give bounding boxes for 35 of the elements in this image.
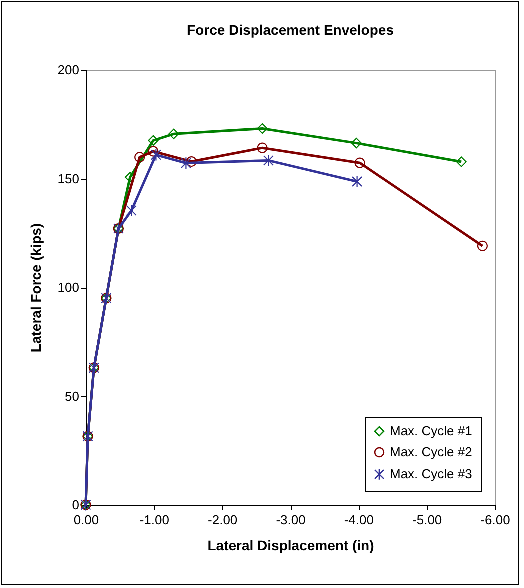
y-tick-label: 0 [72, 498, 80, 512]
point [354, 158, 366, 168]
y-tick-label: 150 [58, 171, 80, 186]
x-tick-label: -4.00 [344, 512, 374, 528]
x-tick-label: -5.00 [412, 512, 442, 528]
point [148, 146, 159, 157]
point [477, 240, 488, 252]
x-tick-label: -6.00 [480, 512, 510, 528]
legend-label: Max. Cycle #2 [390, 444, 472, 460]
x-tick-label: -2.00 [208, 512, 238, 528]
chart-title: Force Displacement Envelopes [187, 22, 394, 38]
point [263, 154, 274, 167]
point [186, 156, 197, 168]
point [150, 148, 162, 162]
point [168, 128, 180, 140]
y-tick-label: 100 [58, 280, 80, 295]
point [456, 156, 467, 168]
point [148, 135, 159, 146]
point [126, 204, 137, 217]
point [134, 152, 146, 163]
x-tick-label: -1.00 [140, 512, 170, 528]
legend-label: Max. Cycle #3 [390, 466, 472, 482]
y-axis-title: Lateral Force (kips) [28, 223, 44, 353]
point [257, 123, 268, 134]
x-tick-label: 0.00 [74, 512, 100, 528]
point [257, 142, 268, 154]
y-tick-label: 200 [58, 62, 80, 78]
legend-label: Max. Cycle #1 [390, 424, 472, 438]
y-tick-label: 50 [65, 388, 80, 404]
point [351, 138, 362, 149]
x-axis-title: Lateral Displacement (in) [208, 538, 374, 554]
point [180, 157, 192, 170]
point [352, 176, 363, 188]
point [125, 172, 136, 183]
x-tick-label: -3.00 [276, 512, 306, 528]
